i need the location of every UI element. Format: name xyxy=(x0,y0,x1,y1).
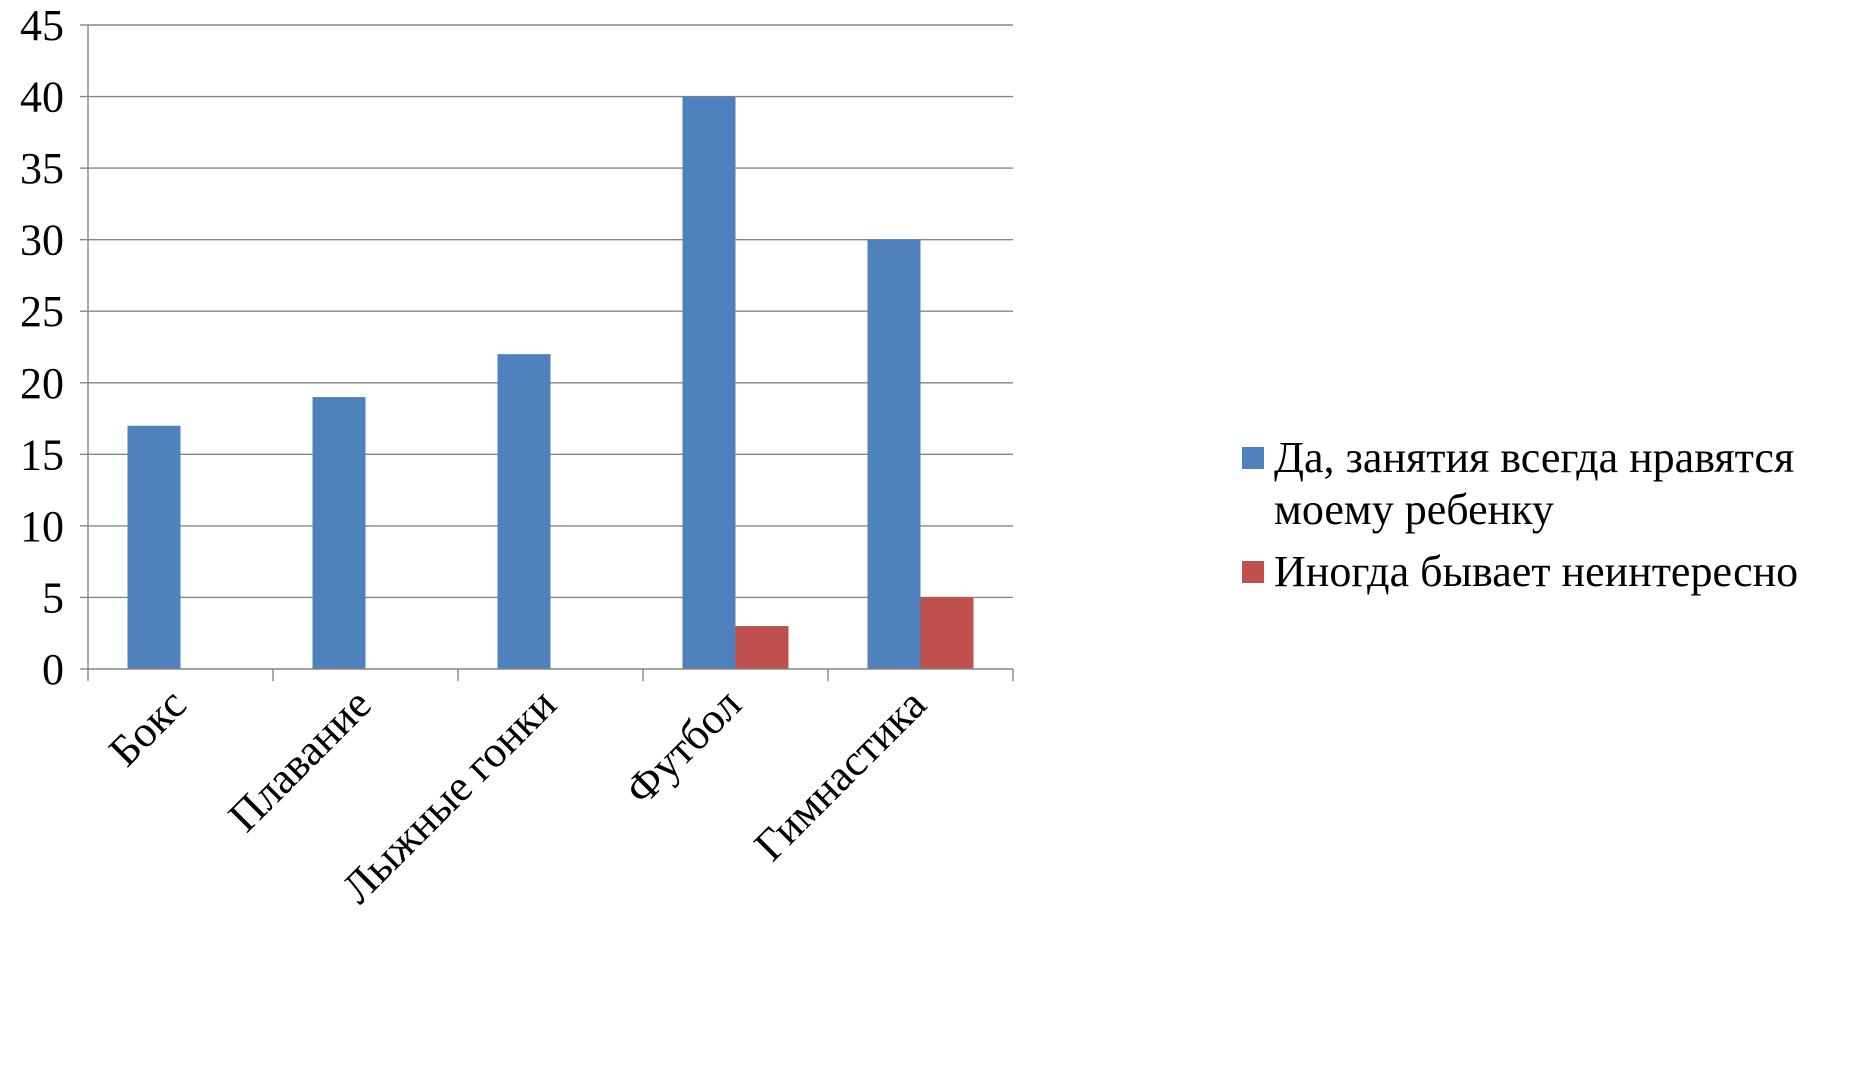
bar-series-2 xyxy=(920,597,974,669)
legend-label-series-1: Да, занятия всегда нравятся моему ребенк… xyxy=(1274,433,1795,534)
y-tick-label: 40 xyxy=(20,73,64,122)
bar-series-1 xyxy=(497,354,551,669)
x-tick-label: Футбол xyxy=(616,679,751,814)
axes xyxy=(87,25,1014,681)
bar-series-1 xyxy=(682,96,736,670)
legend-item-series-2: Иногда бывает неинтересно xyxy=(1242,546,1852,598)
x-tick-label: Плавание xyxy=(219,679,381,841)
legend: Да, занятия всегда нравятся моему ребенк… xyxy=(1242,432,1852,608)
legend-label-series-2: Иногда бывает неинтересно xyxy=(1274,547,1799,596)
y-tick-labels: 0 5 10 15 20 25 30 35 40 45 xyxy=(20,1,64,694)
y-tick-label: 45 xyxy=(20,1,64,50)
y-tick-label: 20 xyxy=(20,359,64,408)
bar-series-2 xyxy=(735,626,789,669)
y-tick-label: 0 xyxy=(42,645,64,694)
y-tick-label: 25 xyxy=(20,287,64,336)
x-tick-label: Бокс xyxy=(99,679,195,775)
y-tick-label: 5 xyxy=(42,573,64,622)
legend-swatch-series-2 xyxy=(1242,561,1264,583)
bar-series-1 xyxy=(127,425,181,669)
bars xyxy=(127,96,974,670)
legend-swatch-series-1 xyxy=(1242,447,1264,469)
y-tick-label: 10 xyxy=(20,502,64,551)
legend-item-series-1: Да, занятия всегда нравятся моему ребенк… xyxy=(1242,432,1852,536)
y-tick-label: 30 xyxy=(20,216,64,265)
x-tick-label: Гимнастика xyxy=(745,679,936,870)
y-tick-label: 15 xyxy=(20,430,64,479)
bar-series-1 xyxy=(867,239,921,669)
y-tick-label: 35 xyxy=(20,144,64,193)
bar-series-1 xyxy=(312,397,366,669)
